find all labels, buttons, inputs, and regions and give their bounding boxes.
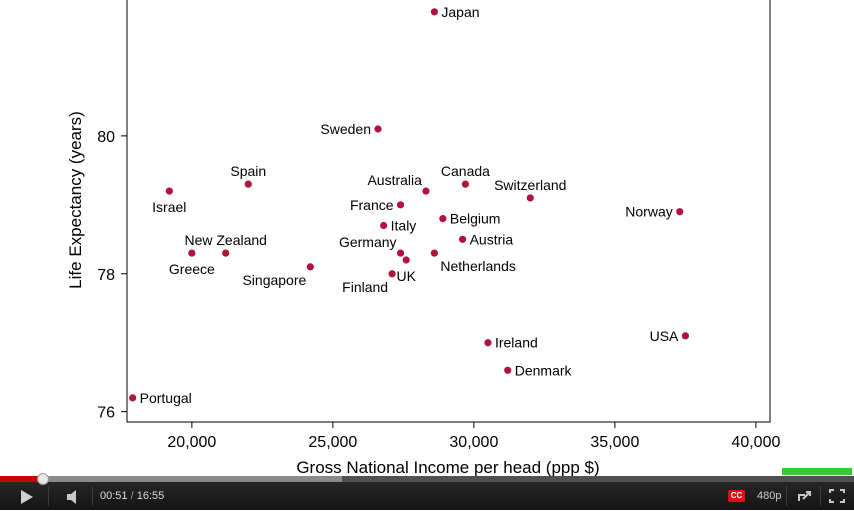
progress-bar[interactable] [0,473,854,485]
fullscreen-icon [829,489,845,503]
divider [48,486,49,506]
point-label: New Zealand [184,232,267,248]
time-separator: / [130,490,134,502]
data-point [504,366,512,374]
plot-area-frame [126,0,771,423]
data-point [430,8,438,16]
data-point [526,194,534,202]
point-label: Canada [441,163,490,179]
data-point [188,249,196,257]
duration: 16:55 [136,490,165,502]
point-label: Israel [152,199,186,215]
data-point [129,394,137,402]
point-label: Netherlands [440,258,516,274]
point-label: Greece [169,261,215,277]
x-tick-label: 25,000 [308,434,357,451]
y-tick-label: 76 [97,405,115,422]
data-point [306,263,314,271]
x-axis-title: Gross National Income per head (ppp $) [296,458,599,476]
data-point [484,339,492,347]
point-label: Finland [342,279,388,295]
data-point [681,332,689,340]
x-axis: 20,000 25,000 30,000 35,000 40,000 [167,422,780,451]
progress-marker [782,468,852,475]
point-label: Australia [367,172,422,188]
divider [92,486,93,506]
point-label: Ireland [495,335,538,351]
captions-button[interactable]: CC [728,490,745,502]
data-point [165,187,173,195]
divider [820,486,821,506]
divider [786,486,787,506]
data-point [430,249,438,257]
quality-button[interactable]: 480p [757,490,782,502]
data-point [388,270,396,278]
point-label: Sweden [320,121,371,137]
data-point [244,180,252,188]
data-point [676,208,684,216]
progress-buffered [0,476,342,482]
x-tick-label: 35,000 [590,434,639,451]
scatter-chart: 76 78 80 20,000 25,000 30,000 35,000 40,000 Ja… [66,0,780,476]
data-point [374,125,382,133]
point-label: UK [396,268,416,284]
time-display: 00:51 / 16:55 [100,490,164,502]
point-label: Singapore [242,272,306,288]
data-point [439,215,447,223]
point-label: Japan [441,4,479,20]
fullscreen-button[interactable] [828,488,846,504]
point-label: Switzerland [494,177,566,193]
data-point [422,187,430,195]
data-point [396,249,405,257]
point-label: USA [650,328,679,344]
data-point [402,256,410,264]
data-point [459,235,467,243]
y-tick-label: 80 [97,129,115,146]
point-label: Germany [339,234,397,250]
volume-icon [67,490,76,504]
popout-button[interactable] [796,488,814,504]
point-label: Italy [391,218,417,234]
point-label: Spain [230,163,266,179]
data-point [461,180,470,188]
play-icon [21,490,33,504]
data-point [396,201,405,209]
point-label: France [350,197,394,213]
scrub-handle[interactable] [36,473,49,485]
point-label: Austria [470,231,514,247]
data-point [380,221,388,230]
data-point [222,249,230,257]
x-tick-label: 20,000 [167,434,216,451]
point-label: Portugal [140,390,192,406]
volume-button[interactable] [64,488,86,506]
y-axis: 76 78 80 [97,129,127,422]
video-frame[interactable]: 76 78 80 20,000 25,000 30,000 35,000 40,000 Ja… [0,0,854,476]
point-label: Norway [625,204,672,220]
point-label: Belgium [450,211,501,227]
current-time: 00:51 [100,490,128,502]
y-tick-label: 78 [97,267,115,284]
y-axis-title: Life Expectancy (years) [66,111,85,289]
progress-played [0,476,43,482]
data-points: Japan Sweden Spain Israel Canada Australia Swi… [129,4,689,406]
point-label: Denmark [515,362,573,378]
x-tick-label: 40,000 [731,434,780,451]
popout-icon [798,491,811,501]
play-button[interactable] [16,488,36,506]
x-tick-label: 30,000 [449,434,498,451]
